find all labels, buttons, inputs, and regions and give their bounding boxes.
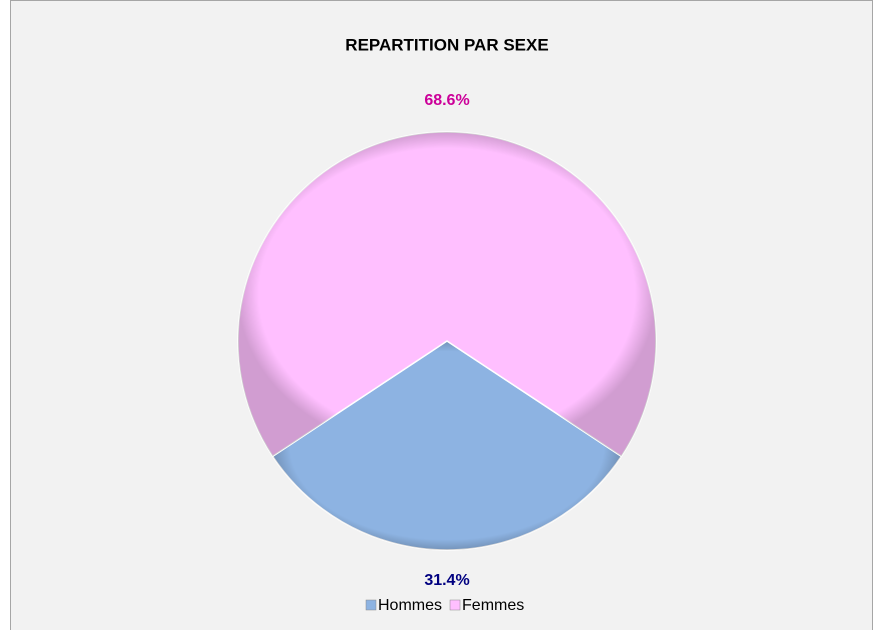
legend-label: Hommes bbox=[378, 597, 442, 614]
legend-swatch bbox=[365, 599, 377, 611]
chart-title: REPARTITION PAR SEXE bbox=[345, 35, 548, 54]
legend-swatch bbox=[449, 599, 461, 611]
data-label: 68.6% bbox=[424, 92, 469, 109]
data-label: 31.4% bbox=[424, 572, 469, 589]
legend-label: Femmes bbox=[462, 597, 524, 614]
